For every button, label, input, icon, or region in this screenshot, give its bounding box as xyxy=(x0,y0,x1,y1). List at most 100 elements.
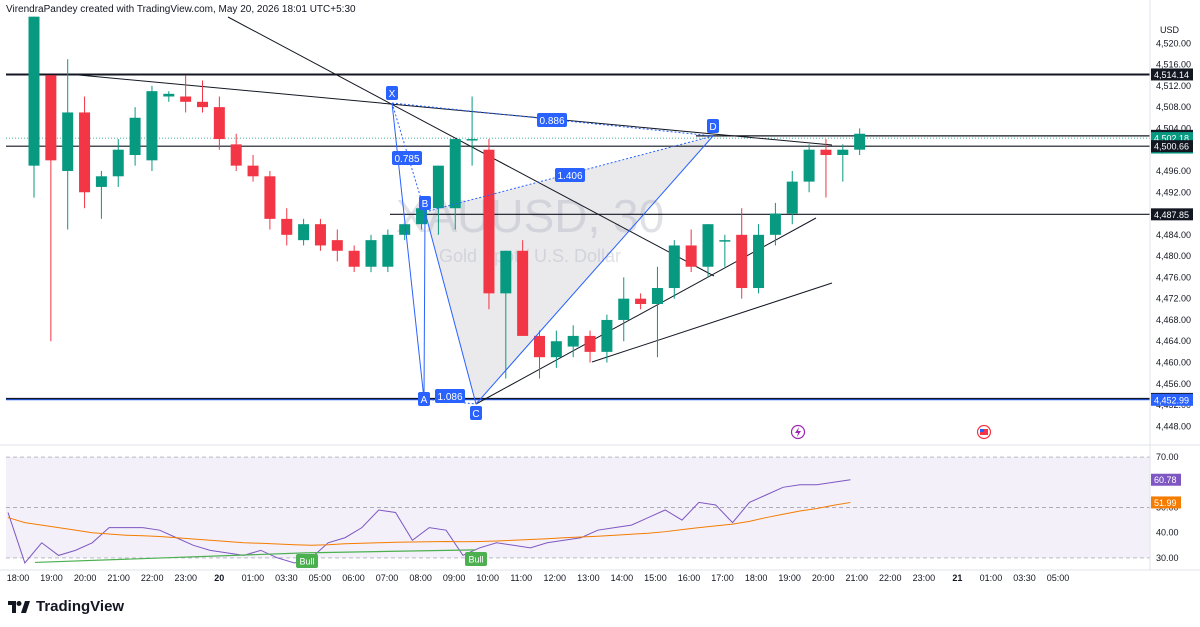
time-tick: 06:00 xyxy=(342,573,365,583)
pattern-ratio-ac xyxy=(423,398,477,405)
candle-body xyxy=(180,96,192,102)
candle-body xyxy=(79,112,91,193)
time-tick: 10:00 xyxy=(476,573,499,583)
pattern-point-b-bg xyxy=(419,196,431,210)
price-tick: 4,496.00 xyxy=(1156,166,1191,176)
candle-body xyxy=(112,149,124,177)
candle-body xyxy=(837,149,849,156)
price-label: 4,500.66 xyxy=(1154,142,1189,152)
candle-body xyxy=(163,93,175,97)
rsi-tick: 70.00 xyxy=(1156,452,1179,462)
drawing-lines[interactable] xyxy=(6,16,1150,405)
event-icons[interactable] xyxy=(790,424,992,440)
candle-body xyxy=(719,240,731,242)
chart-credit: VirendraPandey created with TradingView.… xyxy=(6,4,356,15)
candle-body xyxy=(95,176,107,187)
candle-body xyxy=(584,335,596,352)
rsi-tick: 30.00 xyxy=(1156,553,1179,563)
time-tick: 18:00 xyxy=(7,573,30,583)
candle-body xyxy=(416,208,428,225)
pattern-leg-xa xyxy=(391,102,425,400)
time-tick: 21:00 xyxy=(107,573,130,583)
candle-body xyxy=(382,234,394,267)
pattern-point-d: D xyxy=(707,119,719,133)
time-tick: 08:00 xyxy=(409,573,432,583)
candle-body xyxy=(331,240,343,251)
time-tick: 01:00 xyxy=(980,573,1003,583)
brand-name: TradingView xyxy=(36,598,125,615)
currency-label: USD xyxy=(1160,25,1180,35)
candle-body xyxy=(803,149,815,182)
bull-label-bg xyxy=(296,554,318,568)
pattern-ratio-label-text: 1.086 xyxy=(437,392,462,403)
bull-label: Bull xyxy=(468,555,483,565)
pattern-ratio-label: 1.086 xyxy=(435,389,465,403)
pattern-triangle-bcd xyxy=(425,136,713,404)
candle-body xyxy=(399,224,411,235)
time-tick: 09:00 xyxy=(443,573,466,583)
harmonic-pattern[interactable]: X A B C D 0.886 1.406 1.086 0.785 xyxy=(386,86,719,420)
pattern-point-d-text: D xyxy=(709,122,716,133)
time-tick: 03:30 xyxy=(1013,573,1036,583)
price-tick: 4,480.00 xyxy=(1156,251,1191,261)
rsi-tick: 40.00 xyxy=(1156,528,1179,538)
time-tick: 22:00 xyxy=(879,573,902,583)
trendline-upper xyxy=(67,73,833,146)
pattern-leg-ab xyxy=(423,211,426,400)
time-tick: 17:00 xyxy=(711,573,734,583)
candle-body xyxy=(264,176,276,219)
rsi-value-bg xyxy=(1151,496,1181,509)
price-label-bg xyxy=(1151,208,1193,221)
trendline-rising-2 xyxy=(591,282,833,363)
pattern-ratio-label: 1.406 xyxy=(555,168,585,182)
us-flag-event-icon[interactable] xyxy=(976,424,992,440)
candle-body xyxy=(213,107,225,140)
pattern-ratio-label-text: 1.406 xyxy=(557,171,582,182)
time-tick: 18:00 xyxy=(745,573,768,583)
time-tick: 23:00 xyxy=(174,573,197,583)
rsi-pane: Bull Bull xyxy=(7,479,851,568)
price-label: 4,514.14 xyxy=(1154,70,1189,80)
pattern-point-a: A xyxy=(418,392,430,406)
time-tick: 11:00 xyxy=(510,573,532,583)
pattern-point-x-text: X xyxy=(389,89,396,100)
candle-body xyxy=(281,218,293,235)
candle-body xyxy=(298,224,310,241)
lightning-event-icon[interactable] xyxy=(790,424,806,440)
pattern-ratio-label-bg xyxy=(435,389,465,403)
rsi_ma-line xyxy=(7,501,851,546)
pattern-ratio-label-bg xyxy=(392,151,422,165)
candle-body xyxy=(685,245,697,267)
pattern-ratio-label-bg xyxy=(537,113,567,127)
price-tick: 4,448.00 xyxy=(1156,421,1191,431)
price-label: 4,487.85 xyxy=(1154,210,1189,220)
pattern-point-x-bg xyxy=(386,86,398,100)
candle-body xyxy=(247,165,259,177)
candle-body xyxy=(314,224,326,246)
pattern-point-b: B xyxy=(419,196,431,210)
candle-body xyxy=(702,224,714,267)
trendline-falling xyxy=(227,16,715,277)
price-label-bg xyxy=(1151,68,1193,81)
tradingview-logo-icon xyxy=(8,600,30,613)
candle-body xyxy=(500,250,512,294)
time-tick: 14:00 xyxy=(611,573,634,583)
rsi-value: 51.99 xyxy=(1154,498,1177,508)
time-tick: 05:00 xyxy=(309,573,332,583)
candle-body xyxy=(129,117,141,156)
harmonic-pattern-fill xyxy=(425,136,713,404)
time-tick: 05:00 xyxy=(1047,573,1070,583)
pattern-point-x: X xyxy=(386,86,398,100)
tradingview-logo[interactable]: TradingView xyxy=(8,598,124,615)
pattern-ratio-label: 0.785 xyxy=(392,151,422,165)
candle-body xyxy=(230,144,242,166)
price-tick: 4,508.00 xyxy=(1156,102,1191,112)
pattern-leg-cd xyxy=(475,135,714,405)
price-tick: 4,456.00 xyxy=(1156,379,1191,389)
price-tick: 4,484.00 xyxy=(1156,230,1191,240)
candle-body xyxy=(651,288,663,304)
price-label: 4,502.18 xyxy=(1154,134,1189,144)
candle-body xyxy=(854,133,866,150)
pattern-point-c-text: C xyxy=(472,409,479,420)
